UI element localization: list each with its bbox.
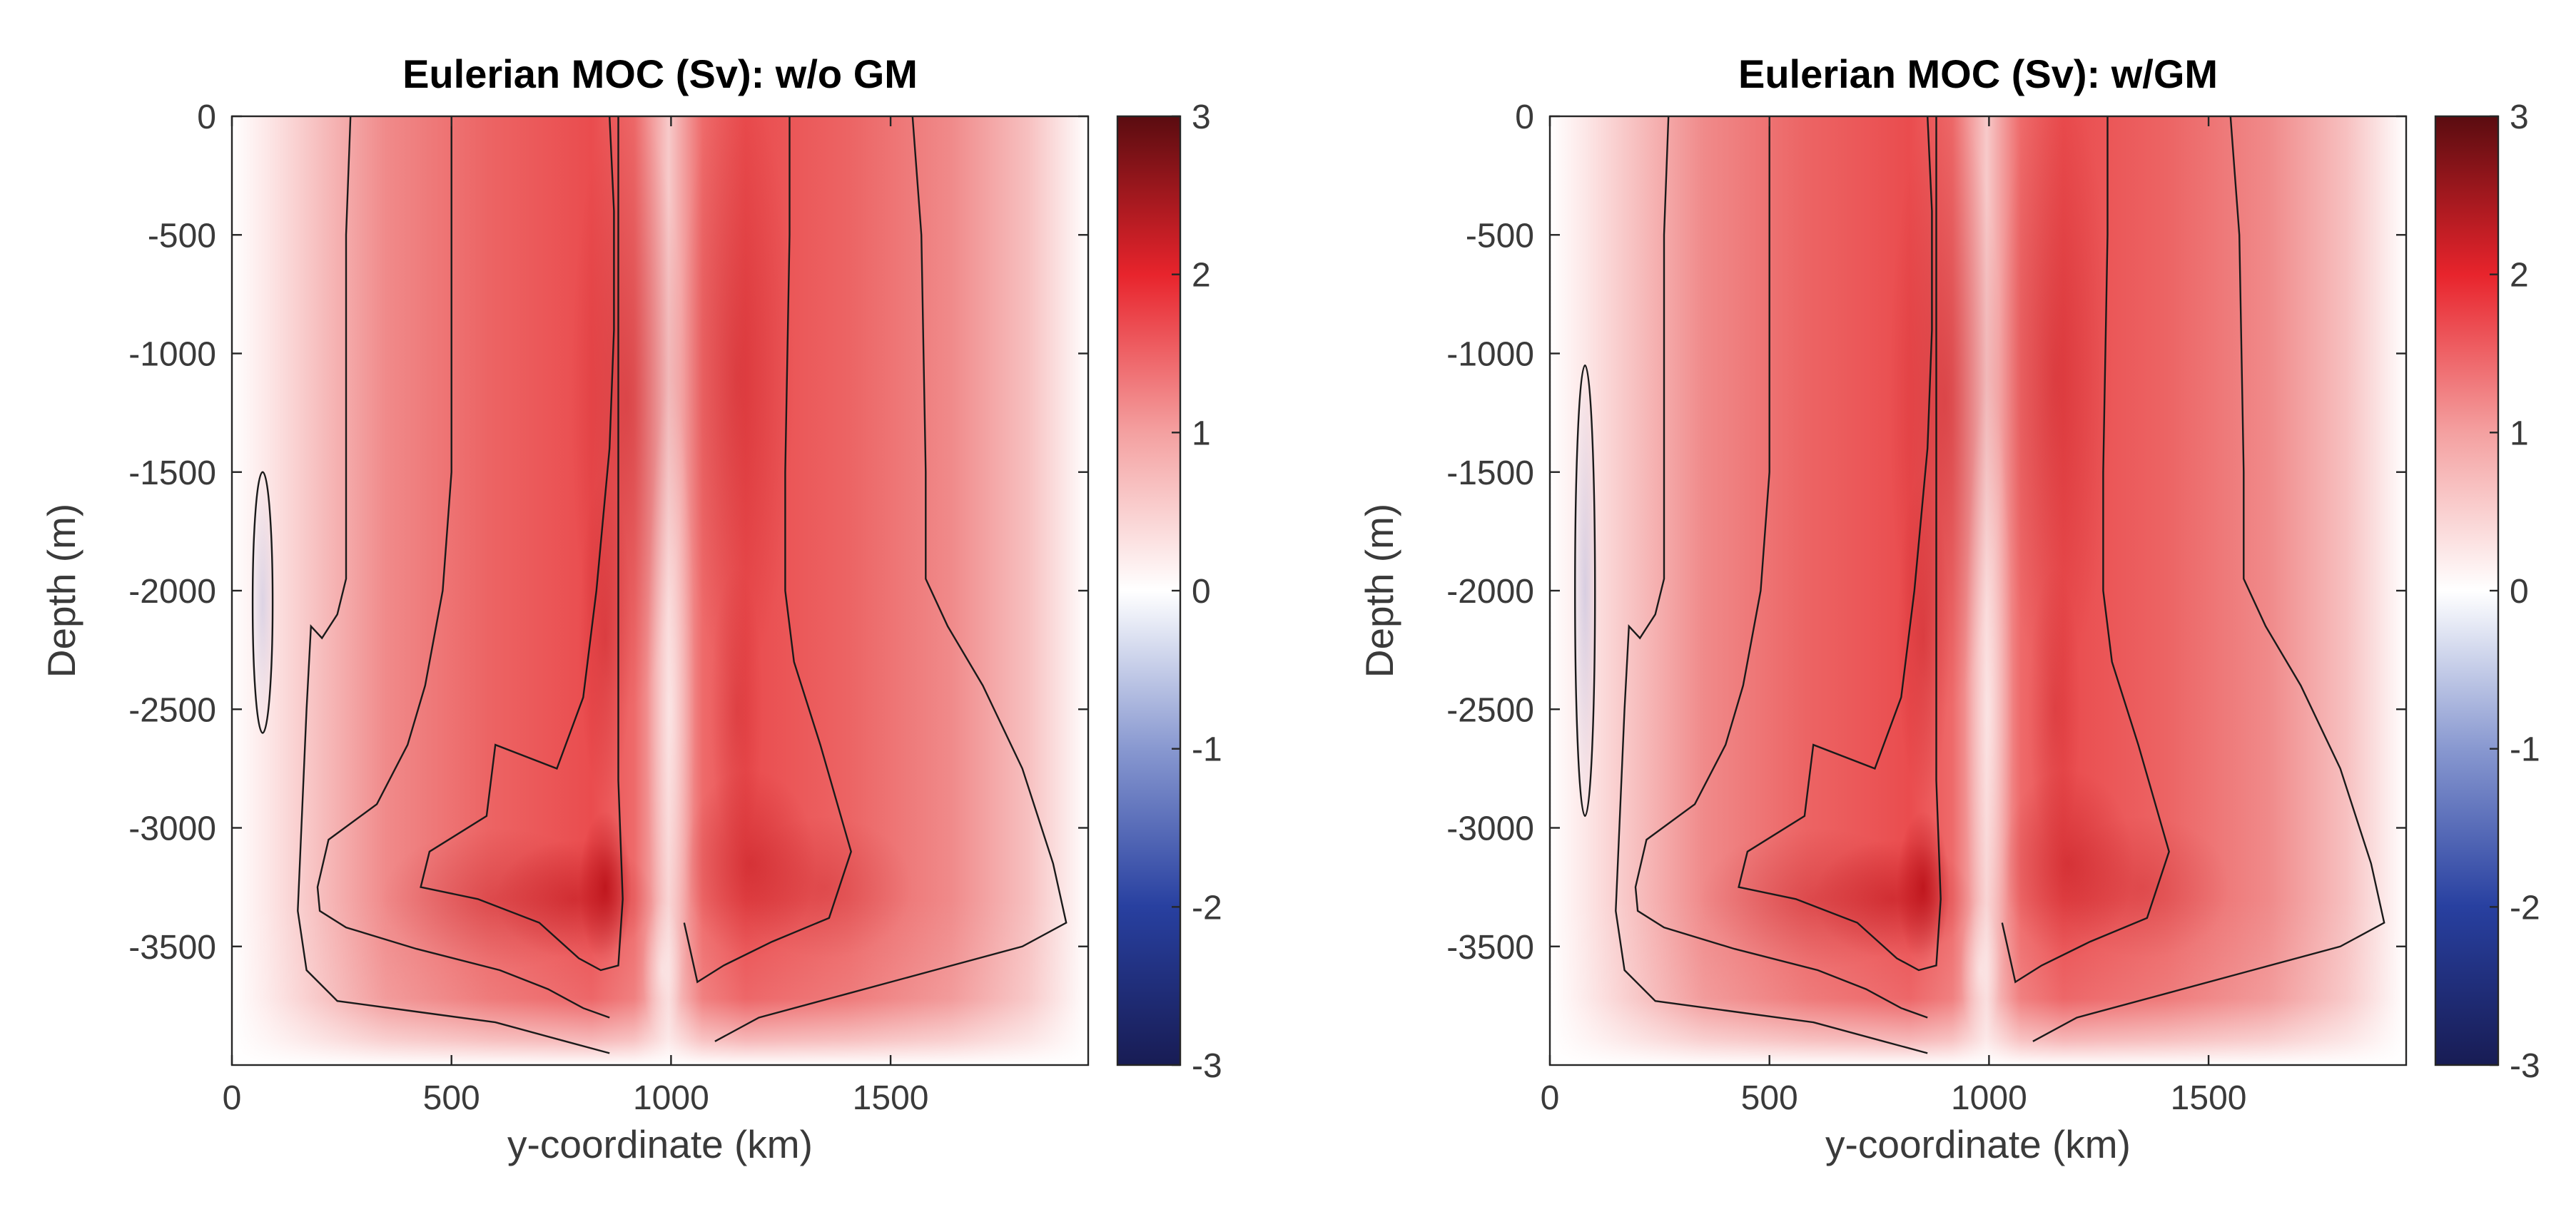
contour-line: [1574, 364, 1596, 818]
colorbar-tick-label: 2: [1192, 257, 1211, 295]
moc-bottom-fade: [232, 899, 1088, 1065]
panel-0: 0 500 1000 15000-500-1000-1500-2000-2500-30…: [39, 51, 1222, 1166]
contour-line: [420, 116, 624, 972]
colorbar-tick-label: 3: [2510, 98, 2529, 136]
x-tick-label: 1500: [853, 1079, 929, 1117]
x-tick-label: 0: [223, 1079, 242, 1117]
colorbar-tick-label: -1: [2510, 731, 2540, 769]
x-tick-label: 1000: [1951, 1079, 2027, 1117]
moc-maximum: [2028, 566, 2081, 852]
y-tick-label: -1500: [1446, 454, 1534, 492]
y-tick-label: -500: [148, 217, 216, 255]
colorbar-tick-label: 2: [2510, 257, 2529, 295]
colorbar: [2434, 115, 2500, 1066]
y-tick-label: 0: [197, 98, 216, 136]
colorbar-tick-label: 1: [1192, 414, 1211, 452]
colorbar-tick-label: 3: [1192, 98, 1211, 136]
y-tick-label: -2500: [1446, 691, 1534, 729]
colorbar-tick-label: -1: [1192, 731, 1222, 769]
y-tick-label: -3000: [128, 810, 216, 848]
contour-line: [683, 116, 852, 984]
contour-line: [1634, 116, 1928, 1019]
x-tick-label: 1500: [2171, 1079, 2247, 1117]
chart-title: Eulerian MOC (Sv): w/GM: [1738, 51, 2218, 96]
y-tick-label: -1000: [1446, 336, 1534, 374]
moc-maximum: [579, 472, 632, 805]
y-tick-label: 0: [1515, 98, 1534, 136]
y-tick-label: -3500: [1446, 929, 1534, 967]
x-axis-label: y-coordinate (km): [507, 1122, 813, 1166]
moc-field: [232, 116, 1088, 1065]
moc-maximum: [1997, 116, 2112, 686]
y-tick-label: -1500: [128, 454, 216, 492]
x-tick-label: 500: [1741, 1079, 1798, 1117]
contour-line: [251, 471, 274, 734]
moc-weak-negative: [1571, 365, 1598, 816]
y-axis-label: Depth (m): [39, 504, 83, 678]
moc-field: [1550, 116, 2406, 1065]
moc-minimum: [1964, 377, 2014, 1042]
contour-line: [1738, 116, 1942, 972]
colorbar-tick-label: 1: [2510, 414, 2529, 452]
x-tick-label: 0: [1541, 1079, 1560, 1117]
x-tick-label: 500: [423, 1079, 480, 1117]
y-axis-label: Depth (m): [1357, 504, 1401, 678]
moc-maximum: [679, 116, 794, 686]
moc-maximum: [1897, 472, 1949, 805]
y-tick-label: -2000: [128, 573, 216, 611]
y-tick-label: -1000: [128, 336, 216, 374]
colorbar: [1116, 115, 1182, 1066]
moc-weak-negative: [249, 472, 276, 733]
colorbar-tick-label: -2: [2510, 889, 2540, 927]
x-axis-label: y-coordinate (km): [1825, 1122, 2131, 1166]
panel-1: 0 500 1000 15000-500-1000-1500-2000-2500-30…: [1357, 51, 2540, 1166]
contour-line: [316, 116, 610, 1019]
y-tick-label: -3000: [1446, 810, 1534, 848]
y-tick-label: -2500: [128, 691, 216, 729]
contour-line: [714, 116, 1068, 1042]
y-tick-label: -500: [1466, 217, 1534, 255]
y-tick-label: -2000: [1446, 573, 1534, 611]
moc-maximum: [710, 566, 764, 852]
colorbar-tick-label: 0: [1192, 573, 1211, 611]
contour-line: [297, 116, 610, 1054]
chart-title: Eulerian MOC (Sv): w/o GM: [402, 51, 918, 96]
y-tick-label: -3500: [128, 929, 216, 967]
moc-bottom-fade: [1550, 899, 2406, 1065]
colorbar-tick-label: -3: [1192, 1047, 1222, 1085]
moc-minimum: [646, 377, 696, 1042]
contour-line: [1615, 116, 1928, 1054]
contour-line: [2001, 116, 2170, 984]
x-tick-label: 1000: [633, 1079, 709, 1117]
contour-line: [2032, 116, 2385, 1042]
colorbar-tick-label: 0: [2510, 573, 2529, 611]
colorbar-tick-label: -3: [2510, 1047, 2540, 1085]
colorbar-tick-label: -2: [1192, 889, 1222, 927]
